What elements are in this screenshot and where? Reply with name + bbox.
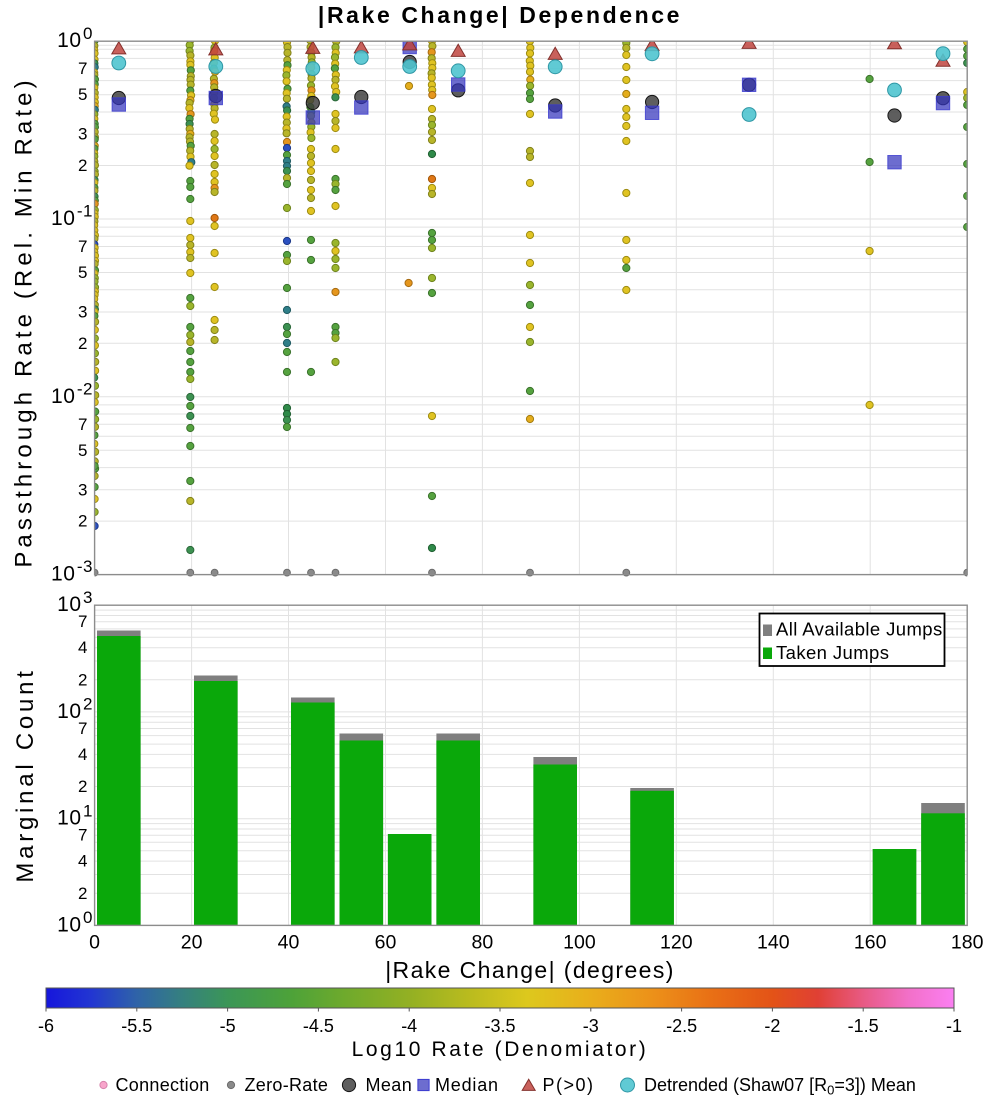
svg-text:All Available Jumps: All Available Jumps	[776, 619, 943, 640]
svg-text:P(>0): P(>0)	[543, 1075, 595, 1095]
svg-text:4: 4	[78, 852, 87, 871]
svg-text:2: 2	[78, 670, 87, 689]
svg-text:-5: -5	[220, 1016, 236, 1036]
svg-text:140: 140	[757, 932, 790, 954]
svg-text:2: 2	[78, 777, 87, 796]
svg-text:-2.5: -2.5	[666, 1016, 697, 1036]
svg-text:Taken Jumps: Taken Jumps	[776, 642, 889, 663]
svg-text:2: 2	[78, 884, 87, 903]
svg-text:|Rake Change| (degrees): |Rake Change| (degrees)	[385, 957, 675, 983]
svg-text:Log10 Rate (Denomiator): Log10 Rate (Denomiator)	[352, 1038, 649, 1061]
svg-text:40: 40	[278, 932, 300, 954]
svg-text:60: 60	[375, 932, 397, 954]
svg-text:2: 2	[78, 512, 87, 531]
svg-text:3: 3	[78, 303, 87, 322]
svg-text:3: 3	[78, 480, 87, 499]
svg-text:Passthrough Rate (Rel. Min Rat: Passthrough Rate (Rel. Min Rate)	[11, 76, 38, 567]
svg-text:100: 100	[563, 932, 596, 954]
svg-text:Connection: Connection	[116, 1075, 210, 1095]
svg-text:Mean: Mean	[366, 1075, 413, 1095]
svg-text:3: 3	[78, 125, 87, 144]
svg-text:-6: -6	[38, 1016, 54, 1036]
svg-text:120: 120	[660, 932, 693, 954]
svg-text:7: 7	[78, 59, 87, 78]
svg-text:20: 20	[181, 932, 203, 954]
svg-text:5: 5	[78, 441, 87, 460]
svg-text:Detrended (Shaw07 [R0=3]) Mean: Detrended (Shaw07 [R0=3]) Mean	[644, 1075, 916, 1098]
svg-text:4: 4	[78, 638, 87, 657]
svg-text:2: 2	[78, 156, 87, 175]
svg-text:-4: -4	[401, 1016, 417, 1036]
svg-text:-3: -3	[583, 1016, 599, 1036]
svg-text:7: 7	[78, 719, 87, 738]
svg-text:0: 0	[89, 932, 100, 954]
svg-text:7: 7	[78, 612, 87, 631]
svg-text:|Rake Change| Dependence: |Rake Change| Dependence	[318, 2, 682, 28]
svg-text:Marginal Count: Marginal Count	[12, 667, 39, 882]
svg-text:-2: -2	[764, 1016, 780, 1036]
svg-text:-4.5: -4.5	[303, 1016, 334, 1036]
svg-text:5: 5	[78, 263, 87, 282]
svg-text:Zero-Rate: Zero-Rate	[245, 1075, 329, 1095]
svg-text:7: 7	[78, 826, 87, 845]
svg-text:-3.5: -3.5	[484, 1016, 515, 1036]
svg-text:80: 80	[472, 932, 494, 954]
svg-text:Median: Median	[435, 1075, 499, 1095]
svg-text:-1.5: -1.5	[848, 1016, 879, 1036]
svg-text:160: 160	[854, 932, 887, 954]
svg-text:-5.5: -5.5	[121, 1016, 152, 1036]
svg-text:180: 180	[951, 932, 984, 954]
svg-text:4: 4	[78, 745, 87, 764]
svg-text:7: 7	[78, 415, 87, 434]
svg-text:5: 5	[78, 85, 87, 104]
svg-text:7: 7	[78, 237, 87, 256]
svg-text:-1: -1	[946, 1016, 962, 1036]
svg-text:2: 2	[78, 334, 87, 353]
